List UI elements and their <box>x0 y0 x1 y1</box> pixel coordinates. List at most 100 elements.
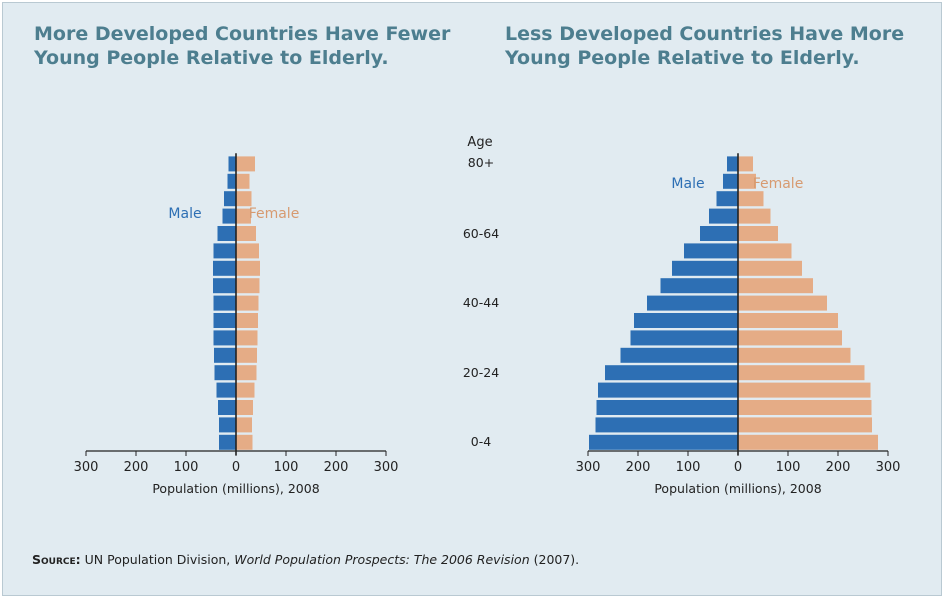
bar-male-30-34 <box>213 330 236 346</box>
bar-female-80+ <box>738 156 753 172</box>
bar-female-75-79 <box>738 173 756 189</box>
bar-female-65-69 <box>738 208 771 224</box>
bar-female-60-64 <box>236 226 256 241</box>
bar-female-25-29 <box>236 347 257 363</box>
bar-male-35-39 <box>213 313 236 328</box>
bar-male-0-4 <box>589 434 738 450</box>
bar-female-10-14 <box>738 400 872 415</box>
bar-male-40-44 <box>213 295 236 311</box>
legend-male: Male <box>168 206 201 222</box>
bar-female-30-34 <box>236 330 258 346</box>
x-tick-label: 300 <box>374 460 399 475</box>
x-tick-label: 200 <box>826 460 851 475</box>
source-title: World Population Prospects: The 2006 Rev… <box>234 552 530 567</box>
bar-female-5-9 <box>738 417 872 433</box>
bar-male-15-19 <box>598 382 738 398</box>
age-label: 20-24 <box>463 365 499 380</box>
bar-male-60-64 <box>700 226 738 241</box>
bar-male-15-19 <box>216 382 236 398</box>
bar-female-15-19 <box>738 382 871 398</box>
bar-female-50-54 <box>738 260 802 276</box>
age-label: 0-4 <box>471 434 491 449</box>
bar-female-20-24 <box>236 365 257 381</box>
bar-male-45-49 <box>213 278 236 294</box>
x-tick-label: 0 <box>232 460 240 475</box>
bar-female-0-4 <box>738 434 878 450</box>
x-tick-label: 200 <box>324 460 349 475</box>
bar-female-70-74 <box>738 191 764 207</box>
bar-male-25-29 <box>214 347 236 363</box>
bar-female-25-29 <box>738 347 851 363</box>
x-tick-label: 200 <box>124 460 149 475</box>
x-tick-label: 100 <box>676 460 701 475</box>
bar-male-65-69 <box>709 208 738 224</box>
legend-female: Female <box>249 206 300 222</box>
bar-male-65-69 <box>222 208 236 224</box>
x-axis-label: Population (millions), 2008 <box>152 481 319 496</box>
bar-female-40-44 <box>236 295 259 311</box>
bar-male-25-29 <box>620 347 738 363</box>
age-axis: Age 80+ 60-64 40-44 20-24 0-4 <box>463 135 499 449</box>
bar-male-75-79 <box>723 173 738 189</box>
age-label: 80+ <box>468 155 494 170</box>
bar-female-80+ <box>236 156 255 172</box>
x-tick-label: 200 <box>626 460 651 475</box>
age-label: 60-64 <box>463 226 499 241</box>
bar-female-45-49 <box>236 278 260 294</box>
bar-female-70-74 <box>236 191 252 207</box>
bar-female-40-44 <box>738 295 827 311</box>
bar-male-70-74 <box>716 191 738 207</box>
bar-male-50-54 <box>672 260 738 276</box>
bar-male-5-9 <box>219 417 236 433</box>
bar-male-80+ <box>727 156 738 172</box>
bar-male-20-24 <box>605 365 738 381</box>
bar-male-40-44 <box>647 295 738 311</box>
pyramid-more-developed: 300 200 100 0 100 200 300 Population (millions)… <box>74 153 399 496</box>
bar-female-10-14 <box>236 400 253 415</box>
bar-female-30-34 <box>738 330 842 346</box>
x-axis-label: Population (millions), 2008 <box>654 481 821 496</box>
bar-male-20-24 <box>214 365 236 381</box>
pyramid-less-developed: 300 200 100 0 100 200 300 Population (millions)… <box>576 153 901 496</box>
bar-female-45-49 <box>738 278 813 294</box>
x-tick-label: 300 <box>74 460 99 475</box>
bar-male-55-59 <box>684 243 738 259</box>
bar-male-75-79 <box>227 173 236 189</box>
age-axis-title: Age <box>467 135 492 150</box>
source-label: Source: <box>32 552 81 567</box>
bar-female-65-69 <box>236 208 251 224</box>
bar-male-60-64 <box>217 226 236 241</box>
right-chart-title: Less Developed Countries Have More Young… <box>505 23 905 69</box>
bar-female-55-59 <box>236 243 259 259</box>
x-tick-label: 300 <box>876 460 901 475</box>
bar-female-0-4 <box>236 434 253 450</box>
bar-female-35-39 <box>738 313 838 328</box>
bar-male-45-49 <box>660 278 738 294</box>
bar-male-35-39 <box>634 313 738 328</box>
x-tick-label: 100 <box>776 460 801 475</box>
source-org: UN Population Division, <box>84 552 231 567</box>
bar-female-50-54 <box>236 260 260 276</box>
bar-male-70-74 <box>224 191 236 207</box>
x-tick-label: 300 <box>576 460 601 475</box>
x-tick-label: 0 <box>734 460 742 475</box>
bar-male-0-4 <box>219 434 236 450</box>
bar-male-10-14 <box>596 400 738 415</box>
bar-male-55-59 <box>213 243 236 259</box>
left-chart-title: More Developed Countries Have Fewer Youn… <box>34 23 451 69</box>
x-tick-label: 100 <box>174 460 199 475</box>
bar-male-5-9 <box>595 417 738 433</box>
bar-female-75-79 <box>236 173 250 189</box>
bar-male-50-54 <box>213 260 236 276</box>
legend-female: Female <box>753 176 804 192</box>
bar-female-60-64 <box>738 226 778 241</box>
bar-female-20-24 <box>738 365 865 381</box>
bar-female-35-39 <box>236 313 258 328</box>
bar-female-15-19 <box>236 382 255 398</box>
source-note: Source: UN Population Division, World Po… <box>32 552 579 567</box>
x-tick-label: 100 <box>274 460 299 475</box>
bar-male-80+ <box>228 156 236 172</box>
bar-female-5-9 <box>236 417 252 433</box>
source-year: (2007). <box>533 552 580 567</box>
bar-male-10-14 <box>218 400 236 415</box>
